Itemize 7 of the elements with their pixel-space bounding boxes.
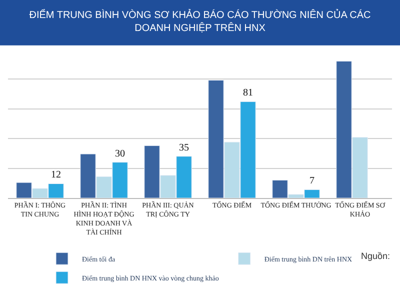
data-label: 35 — [179, 142, 189, 154]
text: Nguồn: — [361, 251, 390, 261]
data-label: 7 — [310, 176, 314, 187]
chart-title: ĐIỂM TRUNG BÌNH VÒNG SƠ KHẢO BÁO CÁO THƯỜNG NIÊN CỦA CÁC DOANH NGHIỆP TRÊN HNX — [29, 9, 371, 34]
data-label: 12 — [51, 170, 61, 181]
data-label: 30 — [115, 148, 125, 160]
data-label: 81 — [243, 88, 253, 99]
